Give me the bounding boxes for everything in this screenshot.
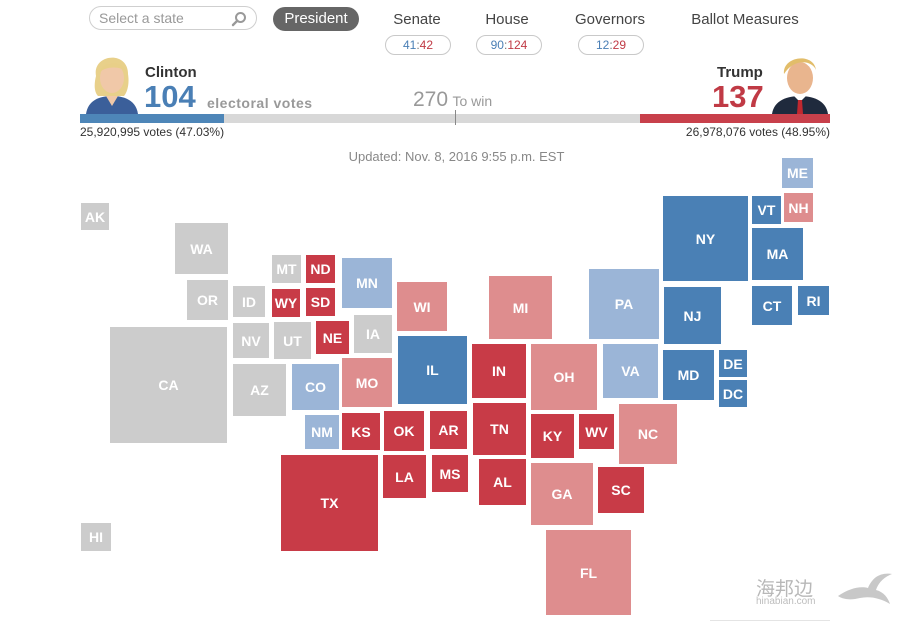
search-input[interactable] xyxy=(99,10,224,26)
state-NJ[interactable]: NJ xyxy=(664,287,721,344)
senate-tally[interactable]: 41:42 xyxy=(385,35,451,55)
updated-timestamp: Updated: Nov. 8, 2016 9:55 p.m. EST xyxy=(348,149,565,164)
tab-president[interactable]: President xyxy=(273,7,359,31)
to-win-label: 270 To win xyxy=(413,88,492,112)
state-MS[interactable]: MS xyxy=(432,455,468,492)
electoral-votes-label: electoral votes xyxy=(207,95,313,111)
clinton-progress xyxy=(80,114,225,123)
state-IL[interactable]: IL xyxy=(398,336,467,404)
state-search[interactable] xyxy=(89,6,257,30)
state-OK[interactable]: OK xyxy=(384,411,424,451)
state-WV[interactable]: WV xyxy=(579,414,614,449)
state-CA[interactable]: CA xyxy=(110,327,227,443)
state-NV[interactable]: NV xyxy=(233,323,269,358)
house-tally[interactable]: 90:124 xyxy=(476,35,542,55)
tally-sep: : xyxy=(609,38,613,52)
state-MT[interactable]: MT xyxy=(272,255,301,283)
state-DE[interactable]: DE xyxy=(719,350,747,377)
trump-name: Trump xyxy=(717,64,763,81)
state-LA[interactable]: LA xyxy=(383,455,426,498)
clinton-popular-vote: 25,920,995 votes (47.03%) xyxy=(80,125,225,139)
state-TX[interactable]: TX xyxy=(281,455,378,551)
tally-sep: : xyxy=(416,38,420,52)
senate-dem-count: 41 xyxy=(402,38,417,52)
state-AL[interactable]: AL xyxy=(479,459,526,505)
state-RI[interactable]: RI xyxy=(798,286,829,315)
state-NC[interactable]: NC xyxy=(619,404,677,464)
clinton-name: Clinton xyxy=(145,64,197,81)
state-VA[interactable]: VA xyxy=(603,344,658,398)
win-threshold-marker xyxy=(455,110,456,125)
state-MI[interactable]: MI xyxy=(489,276,552,339)
electoral-progress-bar xyxy=(80,110,830,125)
tab-house[interactable]: House xyxy=(485,11,529,28)
state-MN[interactable]: MN xyxy=(342,258,392,308)
state-NE[interactable]: NE xyxy=(316,321,349,354)
state-ND[interactable]: ND xyxy=(306,255,335,283)
house-rep-count: 124 xyxy=(507,38,528,52)
state-KS[interactable]: KS xyxy=(342,413,380,450)
watermark: 海邦边 hinabian.com xyxy=(710,568,900,621)
governors-dem-count: 12 xyxy=(595,38,610,52)
watermark-text: 海邦边 xyxy=(756,578,814,600)
trump-electoral-votes: 137 xyxy=(712,79,764,114)
state-UT[interactable]: UT xyxy=(274,322,311,359)
clinton-portrait xyxy=(82,46,140,114)
state-NH[interactable]: NH xyxy=(784,193,813,222)
state-MO[interactable]: MO xyxy=(342,358,392,407)
state-MA[interactable]: MA xyxy=(752,228,803,280)
to-win-number: 270 xyxy=(413,88,449,111)
trump-portrait xyxy=(770,46,828,114)
state-ME[interactable]: ME xyxy=(782,158,813,188)
to-win-text: To win xyxy=(452,93,493,109)
state-OR[interactable]: OR xyxy=(187,280,228,320)
state-HI[interactable]: HI xyxy=(81,523,111,551)
state-IN[interactable]: IN xyxy=(472,344,526,398)
state-TN[interactable]: TN xyxy=(473,403,526,455)
senate-rep-count: 42 xyxy=(419,38,434,52)
trump-progress xyxy=(639,114,830,123)
state-DC[interactable]: DC xyxy=(719,380,747,407)
watermark-url: hinabian.com xyxy=(756,596,816,607)
state-IA[interactable]: IA xyxy=(354,315,392,353)
state-SC[interactable]: SC xyxy=(598,467,644,513)
state-WA[interactable]: WA xyxy=(175,223,228,274)
state-CT[interactable]: CT xyxy=(752,286,792,325)
state-WY[interactable]: WY xyxy=(272,289,300,317)
governors-tally[interactable]: 12:29 xyxy=(578,35,644,55)
governors-rep-count: 29 xyxy=(612,38,627,52)
state-VT[interactable]: VT xyxy=(752,196,781,224)
tally-sep: : xyxy=(503,38,508,52)
state-OH[interactable]: OH xyxy=(531,344,597,410)
search-icon[interactable] xyxy=(231,11,247,27)
state-AR[interactable]: AR xyxy=(430,411,467,449)
tab-senate[interactable]: Senate xyxy=(393,11,441,28)
house-dem-count: 90 xyxy=(490,38,504,52)
state-AK[interactable]: AK xyxy=(81,203,109,230)
state-WI[interactable]: WI xyxy=(397,282,447,331)
trump-popular-vote: 26,978,076 votes (48.95%) xyxy=(685,125,830,139)
state-PA[interactable]: PA xyxy=(589,269,659,339)
state-FL[interactable]: FL xyxy=(546,530,631,615)
state-NM[interactable]: NM xyxy=(305,415,339,449)
tab-governors[interactable]: Governors xyxy=(574,11,646,28)
tab-ballot-measures[interactable]: Ballot Measures xyxy=(691,11,799,28)
state-AZ[interactable]: AZ xyxy=(233,364,286,416)
state-CO[interactable]: CO xyxy=(292,364,339,410)
state-SD[interactable]: SD xyxy=(306,288,335,316)
state-KY[interactable]: KY xyxy=(531,414,574,458)
divider xyxy=(710,620,830,621)
state-MD[interactable]: MD xyxy=(663,350,714,400)
clinton-electoral-votes: 104 xyxy=(144,79,196,114)
bird-logo-icon xyxy=(838,573,892,604)
state-ID[interactable]: ID xyxy=(233,286,265,317)
state-NY[interactable]: NY xyxy=(663,196,748,281)
state-GA[interactable]: GA xyxy=(531,463,593,525)
